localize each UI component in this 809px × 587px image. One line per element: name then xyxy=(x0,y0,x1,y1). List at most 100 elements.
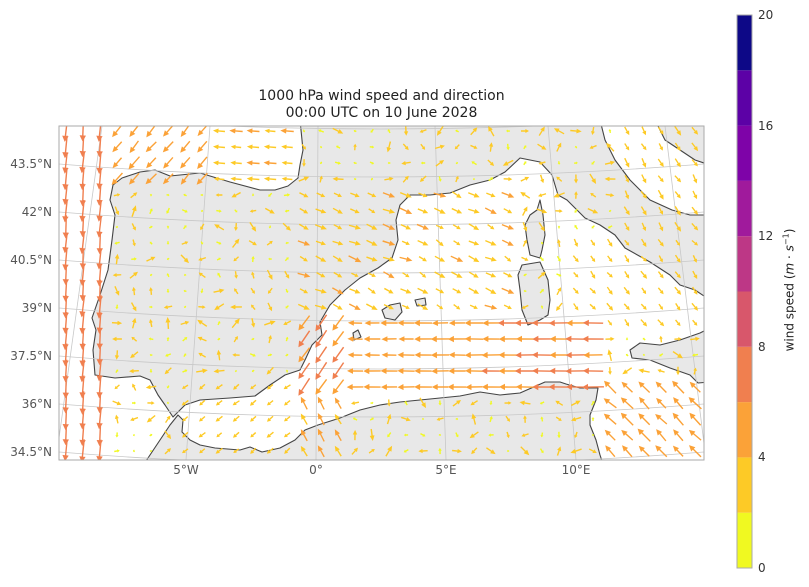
wind-arrow xyxy=(147,401,155,405)
wind-arrow xyxy=(285,369,289,373)
wind-arrow xyxy=(319,175,323,183)
wind-arrow xyxy=(114,350,120,360)
wind-arrow xyxy=(96,263,103,287)
wind-arrow xyxy=(200,241,204,245)
wind-arrow xyxy=(382,240,396,246)
wind-arrow xyxy=(520,176,530,182)
wind-arrow xyxy=(606,286,613,295)
wind-arrow xyxy=(386,413,392,425)
wind-arrow xyxy=(197,319,208,327)
wind-arrow xyxy=(115,304,119,310)
wind-arrow xyxy=(485,272,497,278)
wind-arrow xyxy=(353,129,357,133)
lat-tick-label: 37.5°N xyxy=(10,349,52,363)
wind-arrow xyxy=(300,429,308,442)
wind-arrow xyxy=(420,433,426,437)
wind-arrow xyxy=(655,381,667,393)
wind-arrow xyxy=(590,255,596,263)
wind-arrow xyxy=(314,224,327,230)
wind-arrow xyxy=(674,286,682,295)
wind-arrow xyxy=(249,209,257,213)
wind-arrow xyxy=(553,192,565,198)
colorbar-label: wind speed (m · s−1) xyxy=(781,228,797,352)
wind-arrow xyxy=(417,208,429,214)
wind-arrow xyxy=(447,335,467,343)
parallel-line xyxy=(59,163,704,178)
wind-arrow xyxy=(198,352,206,358)
wind-arrow xyxy=(589,173,597,184)
wind-arrow xyxy=(516,335,534,343)
wind-arrow xyxy=(438,447,442,455)
wind-arrow xyxy=(582,319,604,327)
wind-arrow xyxy=(364,320,380,326)
wind-arrow xyxy=(367,192,377,198)
wind-arrow xyxy=(183,353,187,357)
wind-arrow xyxy=(246,144,260,150)
wind-arrow xyxy=(382,208,396,214)
wind-arrow xyxy=(180,320,190,325)
wind-arrow xyxy=(674,271,681,279)
wind-arrow xyxy=(332,255,343,262)
wind-arrow xyxy=(624,239,630,246)
wind-arrow xyxy=(216,257,221,261)
wind-arrow xyxy=(214,224,225,231)
wind-arrow xyxy=(149,369,153,373)
wind-arrow xyxy=(251,193,255,197)
wind-arrow xyxy=(336,145,341,149)
wind-arrow xyxy=(283,320,292,325)
wind-arrow xyxy=(233,431,240,438)
wind-arrow xyxy=(163,157,174,169)
wind-arrow xyxy=(674,158,681,168)
wind-arrow xyxy=(465,367,483,375)
wind-arrow xyxy=(452,224,461,230)
wind-arrow xyxy=(556,273,562,277)
wind-arrow xyxy=(556,302,563,311)
wind-arrow xyxy=(232,400,240,406)
wind-arrow xyxy=(266,269,273,280)
wind-arrow xyxy=(504,401,512,405)
wind-arrow xyxy=(332,207,343,214)
wind-arrow xyxy=(315,346,328,364)
wind-arrow xyxy=(113,193,121,197)
wind-arrow xyxy=(114,253,120,265)
wind-arrow xyxy=(199,399,206,406)
wind-arrow xyxy=(692,286,698,295)
wind-arrow xyxy=(488,126,495,137)
wind-arrow xyxy=(455,129,459,133)
wind-arrow xyxy=(213,160,226,166)
parallel-line xyxy=(59,355,704,370)
wind-arrow xyxy=(280,128,294,134)
wind-arrow xyxy=(555,416,562,421)
wind-arrow xyxy=(673,429,684,442)
wind-arrow xyxy=(638,413,651,426)
wind-arrow xyxy=(672,412,684,426)
wind-arrow xyxy=(538,222,545,232)
colorbar-bin xyxy=(737,125,752,181)
wind-arrow xyxy=(282,222,291,231)
wind-arrow xyxy=(607,255,613,263)
wind-arrow xyxy=(298,347,311,363)
wind-arrow xyxy=(132,449,136,453)
wind-arrow xyxy=(248,240,257,246)
wind-arrow xyxy=(397,367,415,374)
wind-arrow xyxy=(657,271,664,279)
wind-arrow xyxy=(281,160,293,166)
wind-arrow xyxy=(230,160,242,166)
wind-arrow xyxy=(640,303,647,310)
wind-arrow xyxy=(347,320,363,326)
wind-arrow xyxy=(435,224,444,229)
wind-arrow xyxy=(691,126,699,135)
wind-arrow xyxy=(438,400,442,406)
wind-arrow xyxy=(659,353,664,357)
wind-arrow xyxy=(299,288,309,294)
wind-arrow xyxy=(624,271,630,279)
wind-arrow xyxy=(470,144,478,149)
wind-arrow xyxy=(539,401,545,405)
wind-arrow xyxy=(604,429,616,441)
wind-arrow xyxy=(266,400,274,406)
wind-arrow xyxy=(506,449,510,453)
wind-arrow xyxy=(574,224,578,230)
wind-arrow xyxy=(250,384,257,390)
wind-arrow xyxy=(608,367,612,375)
wind-arrow xyxy=(332,176,344,182)
